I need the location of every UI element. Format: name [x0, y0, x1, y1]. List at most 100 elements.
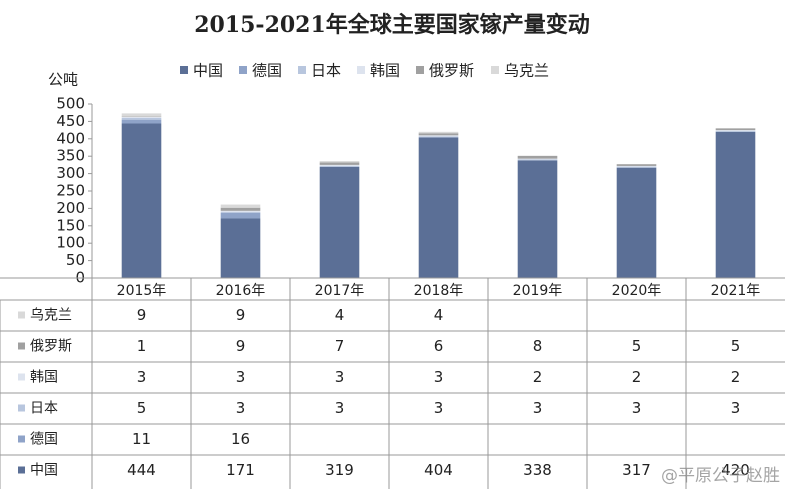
table-cell: 3	[632, 399, 642, 417]
row-label: 韩国	[30, 370, 58, 386]
bar-segment	[715, 128, 756, 131]
bar-segment	[517, 159, 558, 161]
table-cell: 3	[731, 399, 741, 417]
table-cell: 338	[523, 461, 552, 479]
table-cell: 6	[434, 337, 444, 355]
bar-segment	[715, 130, 756, 132]
x-tick-label: 2015年	[117, 283, 167, 299]
bar-segment	[121, 119, 162, 124]
table-cell: 171	[226, 461, 255, 479]
y-tick-label: 300	[56, 164, 85, 182]
y-tick-label: 250	[56, 182, 85, 200]
row-swatch	[18, 373, 25, 381]
legend-label: 德国	[252, 62, 282, 80]
legend-label: 韩国	[370, 62, 400, 80]
bar-segment	[418, 135, 459, 137]
table-cell: 1	[137, 337, 147, 355]
table-cell: 3	[434, 399, 444, 417]
bar-segment	[319, 165, 360, 167]
bar-segment	[715, 131, 756, 278]
bar-segment	[319, 164, 360, 166]
bar-segment	[517, 155, 558, 159]
row-swatch	[18, 342, 25, 350]
row-label: 日本	[30, 401, 58, 417]
bar-segment	[418, 137, 459, 278]
bar-segment	[418, 136, 459, 138]
row-swatch	[18, 311, 25, 319]
bar-segment	[121, 117, 162, 120]
row-swatch	[18, 435, 25, 443]
legend-swatch	[357, 66, 365, 74]
table-cell: 3	[533, 399, 543, 417]
bar-segment	[220, 211, 261, 213]
table-cell: 3	[335, 399, 345, 417]
row-label: 乌克兰	[30, 308, 72, 324]
table-cell: 4	[434, 306, 444, 324]
bar-segment	[121, 113, 162, 117]
y-tick-label: 100	[56, 234, 85, 252]
bar-segment	[418, 133, 459, 136]
row-label: 中国	[30, 463, 58, 479]
table-cell: 317	[622, 461, 651, 479]
bar-segment	[715, 130, 756, 131]
row-label: 德国	[30, 432, 58, 448]
bar-segment	[517, 158, 558, 160]
table-cell: 2	[533, 368, 543, 386]
bar-segment	[220, 204, 261, 208]
x-tick-label: 2017年	[315, 283, 365, 299]
x-tick-label: 2021年	[711, 283, 761, 299]
table-cell: 3	[236, 368, 246, 386]
table-cell: 3	[434, 368, 444, 386]
bar-segment	[220, 212, 261, 219]
table-cell: 319	[325, 461, 354, 479]
row-swatch	[18, 404, 25, 412]
legend-swatch	[239, 66, 247, 74]
bar-segment	[616, 166, 657, 168]
table-cell: 9	[137, 306, 147, 324]
x-tick-label: 2020年	[612, 283, 662, 299]
table-cell: 444	[127, 461, 156, 479]
table-cell: 5	[137, 399, 147, 417]
bar-segment	[418, 131, 459, 134]
bar-segment	[616, 165, 657, 167]
table-cell: 4	[335, 306, 345, 324]
bar-segment	[319, 166, 360, 278]
legend-label: 中国	[193, 62, 223, 80]
y-tick-label: 200	[56, 199, 85, 217]
bar-segment	[220, 218, 261, 278]
row-label: 俄罗斯	[30, 339, 72, 355]
legend-swatch	[416, 66, 424, 74]
bar-segment	[616, 167, 657, 278]
bar-segment	[517, 160, 558, 278]
legend-label: 日本	[311, 62, 341, 80]
x-tick-label: 2018年	[414, 283, 464, 299]
table-cell: 7	[335, 337, 345, 355]
legend-swatch	[298, 66, 306, 74]
table-cell: 2	[731, 368, 741, 386]
bar-segment	[121, 116, 162, 118]
legend-label: 乌克兰	[504, 62, 549, 80]
y-tick-label: 500	[56, 95, 85, 113]
y-axis-label: 公吨	[48, 71, 78, 89]
row-swatch	[18, 466, 25, 474]
table-cell: 5	[731, 337, 741, 355]
table-cell: 16	[231, 430, 250, 448]
x-tick-label: 2016年	[216, 283, 266, 299]
bar-segment	[220, 210, 261, 212]
table-cell: 5	[632, 337, 642, 355]
legend-swatch	[491, 66, 499, 74]
table-cell: 9	[236, 337, 246, 355]
y-tick-label: 50	[66, 251, 85, 269]
bar-segment	[220, 207, 261, 211]
y-tick-label: 350	[56, 147, 85, 165]
table-cell: 404	[424, 461, 453, 479]
y-tick-label: 150	[56, 216, 85, 234]
y-tick-label: 450	[56, 112, 85, 130]
bar-segment	[616, 164, 657, 166]
table-cell: 3	[137, 368, 147, 386]
chart-title: 2015-2021年全球主要国家镓产量变动	[194, 12, 590, 38]
bar-segment	[121, 123, 162, 278]
table-cell: 3	[236, 399, 246, 417]
bar-segment	[319, 162, 360, 165]
